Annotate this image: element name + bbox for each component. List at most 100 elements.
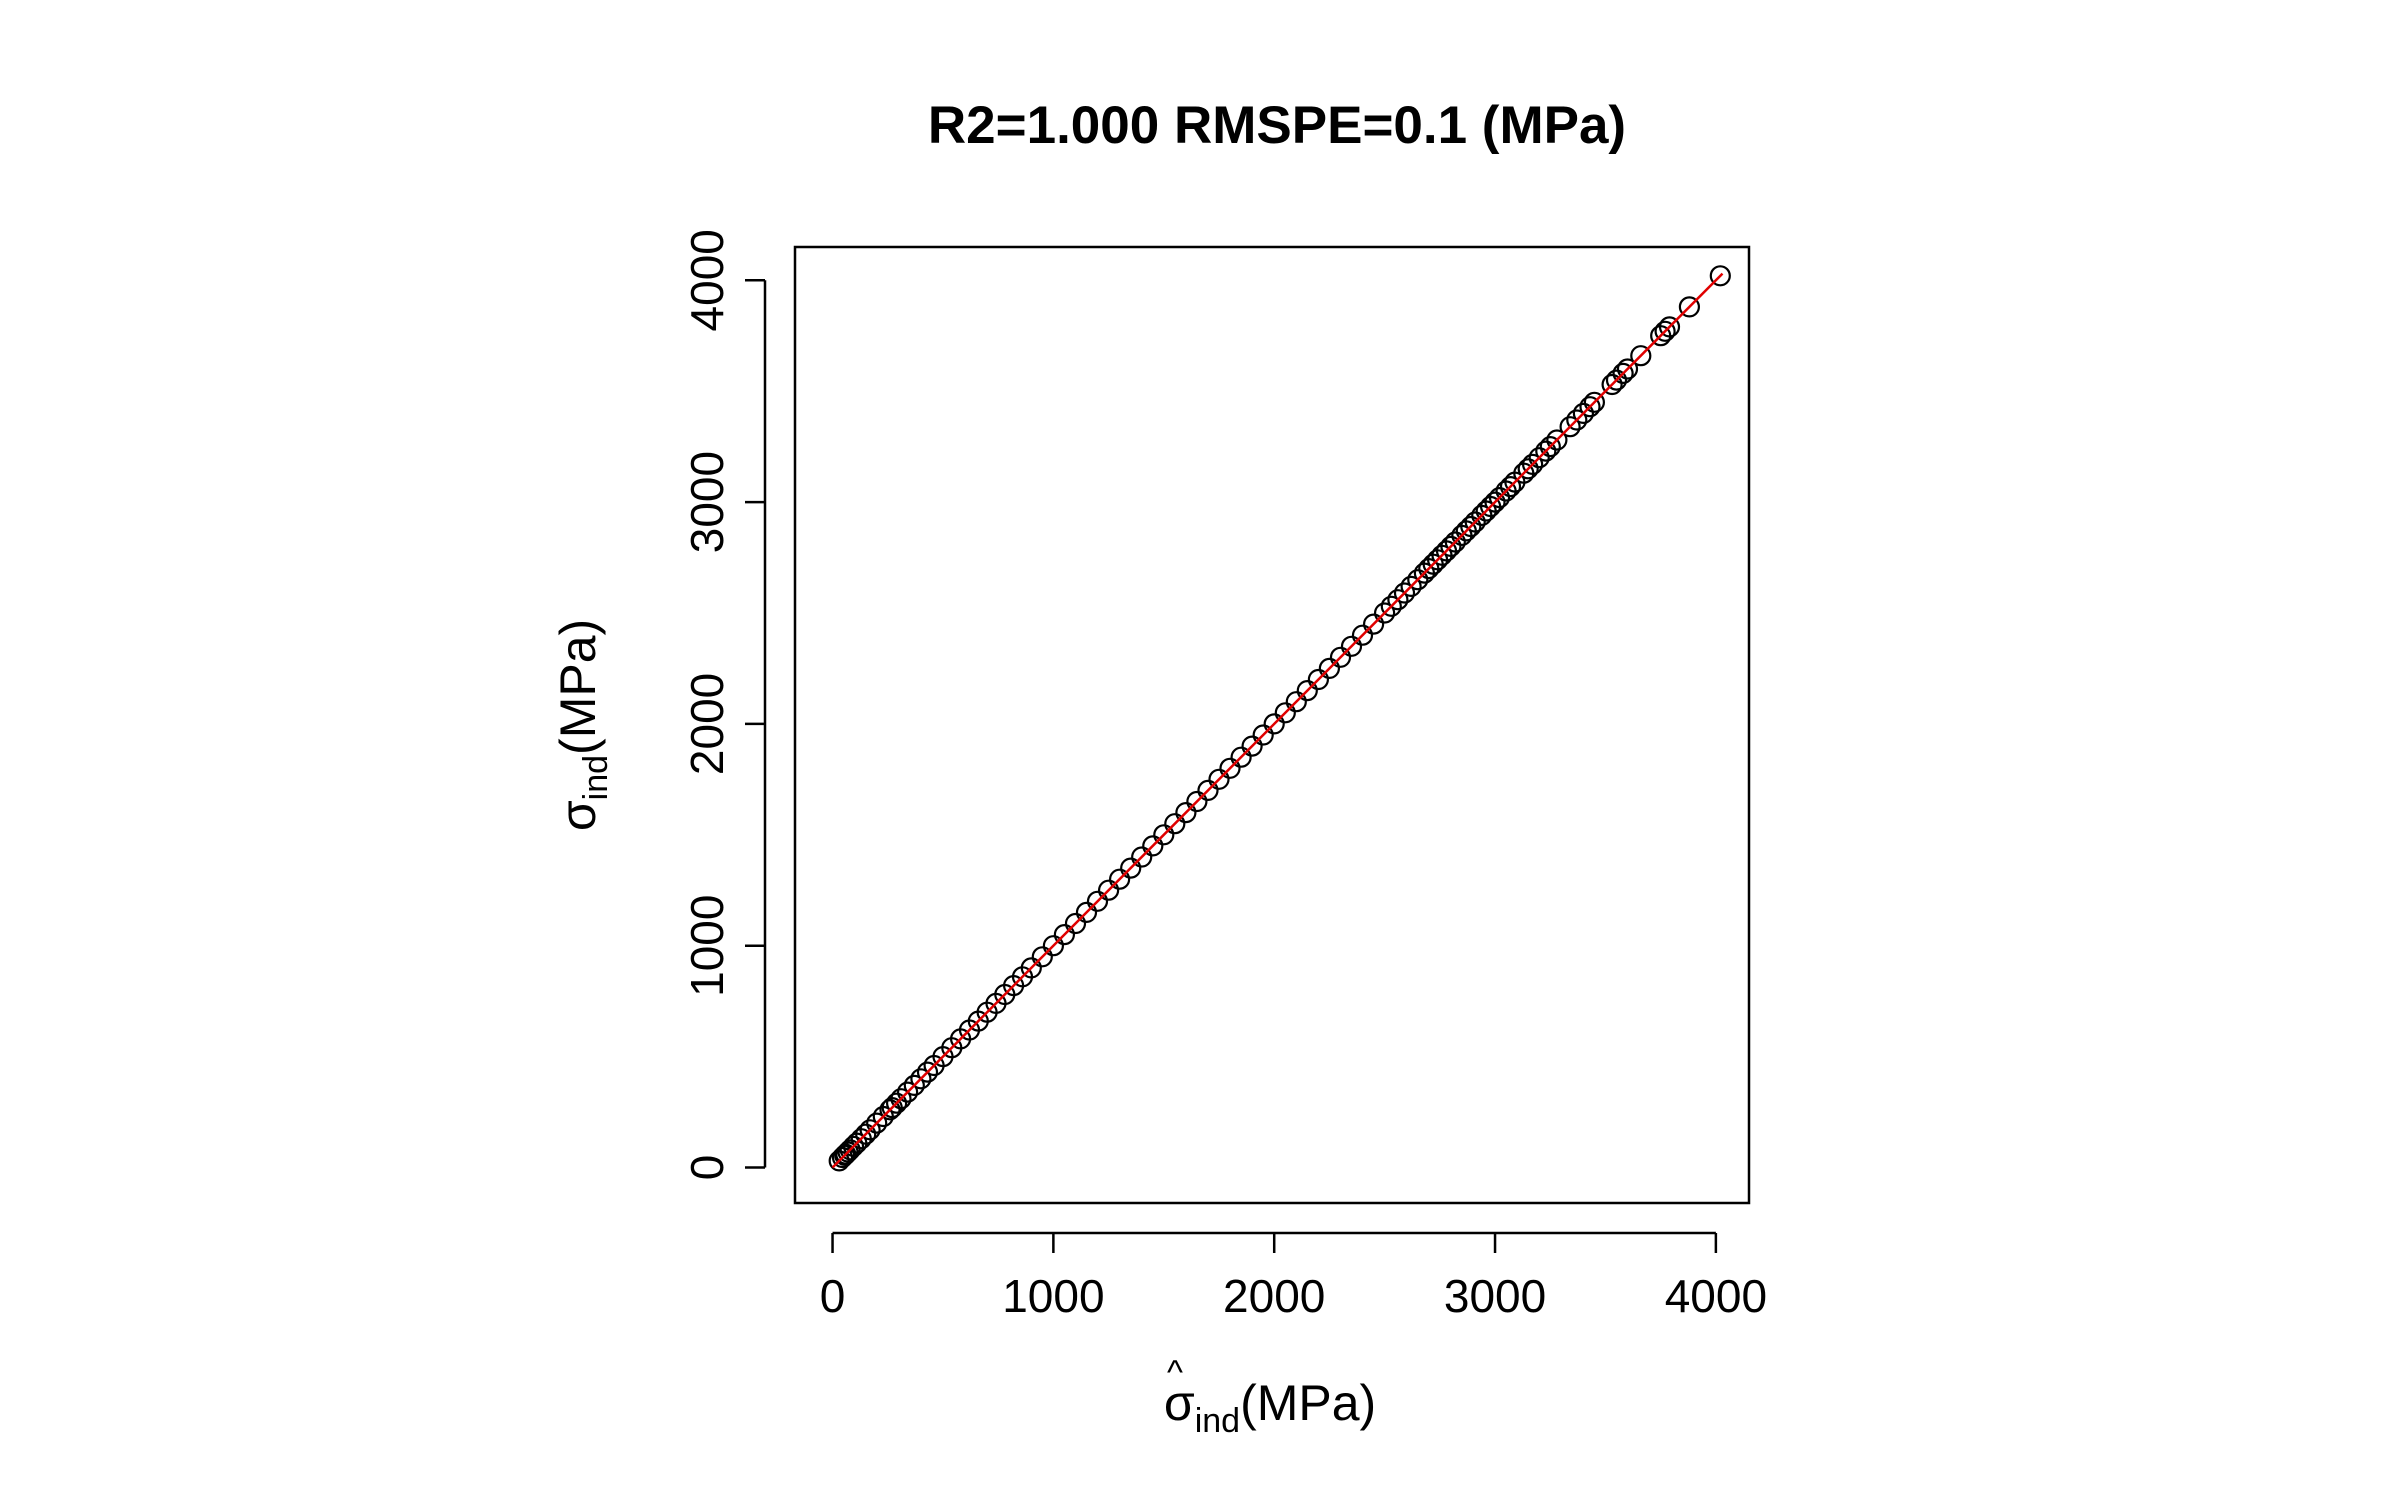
data-point	[859, 1119, 881, 1141]
data-point	[1579, 396, 1601, 418]
data-point	[1241, 735, 1263, 757]
data-point	[1709, 265, 1731, 287]
data-point	[1572, 402, 1595, 424]
data-point	[1064, 912, 1087, 935]
data-point	[879, 1099, 901, 1121]
data-point	[1175, 801, 1197, 824]
data-point	[1108, 868, 1131, 890]
x-tick-label: 0	[820, 1270, 846, 1322]
data-point	[1131, 846, 1153, 868]
data-point	[1517, 458, 1539, 480]
data-point	[1075, 901, 1098, 924]
reference-line-layer	[831, 272, 1724, 1169]
data-point	[1097, 879, 1120, 901]
data-point	[916, 1061, 939, 1083]
data-point	[1464, 511, 1486, 533]
x-tick-label: 2000	[1223, 1270, 1325, 1322]
data-point	[1053, 923, 1076, 946]
data-point	[1197, 779, 1219, 802]
x-axis-label-hat: ^	[1167, 1354, 1183, 1392]
data-point	[1164, 813, 1186, 835]
data-point	[1373, 602, 1396, 624]
x-axis-label-text: σind(MPa)	[1164, 1375, 1376, 1440]
data-point	[1616, 358, 1639, 380]
y-tick-label: 4000	[681, 229, 733, 331]
y-axis: 0 1000 2000 3000 4000	[681, 229, 767, 1181]
data-point	[855, 1123, 877, 1145]
data-point	[1601, 373, 1623, 396]
data-point	[1605, 369, 1628, 391]
y-tick-label: 0	[681, 1155, 733, 1181]
data-point	[1086, 890, 1109, 912]
data-point	[1153, 824, 1175, 846]
data-point	[1566, 409, 1588, 431]
data-point	[1612, 362, 1634, 384]
data-point	[1539, 436, 1561, 458]
data-point	[1296, 679, 1318, 702]
data-point	[1274, 702, 1296, 724]
data-point	[1546, 429, 1568, 451]
data-point	[1535, 440, 1557, 462]
data-point	[835, 1143, 857, 1165]
data-point	[1380, 595, 1402, 617]
data-point	[1252, 724, 1274, 746]
data-point	[1142, 835, 1164, 857]
data-point	[1031, 946, 1053, 968]
data-point	[1658, 316, 1681, 338]
data-point	[1521, 453, 1544, 475]
x-tick-label: 1000	[1002, 1270, 1104, 1322]
data-point	[1630, 345, 1652, 367]
data-point	[1362, 613, 1385, 635]
data-point	[1042, 935, 1065, 957]
data-point	[1230, 746, 1252, 768]
data-point	[831, 1146, 854, 1169]
data-point	[842, 1135, 865, 1158]
data-point	[839, 1139, 861, 1161]
data-point	[1499, 476, 1522, 498]
data-point	[903, 1074, 925, 1097]
data-point	[1120, 857, 1142, 879]
y-tick-label: 1000	[681, 895, 733, 997]
data-point	[1263, 713, 1285, 735]
x-axis-label-unit: (MPa)	[1240, 1375, 1376, 1431]
data-point	[1407, 569, 1429, 591]
y-axis-label-subscript: ind	[577, 755, 615, 800]
data-point	[910, 1068, 932, 1090]
chart-title: R2=1.000 RMSPE=0.1 (MPa)	[928, 96, 1626, 155]
x-axis-label-symbol: σ	[1164, 1375, 1195, 1431]
x-tick-label: 4000	[1665, 1270, 1767, 1322]
reference-line	[831, 272, 1724, 1169]
x-axis-label-subscript: ind	[1195, 1402, 1240, 1440]
data-point	[1393, 582, 1416, 604]
data-point	[1488, 487, 1511, 509]
data-point	[1400, 575, 1422, 598]
data-point	[1440, 535, 1462, 558]
data-point	[1654, 320, 1676, 342]
data-point	[1678, 296, 1701, 318]
data-point	[890, 1088, 912, 1110]
y-axis-label: σind(MPa)	[550, 619, 615, 831]
y-tick-label: 2000	[681, 673, 733, 775]
data-point	[1484, 491, 1506, 513]
data-point	[1208, 768, 1230, 790]
x-tick-label: 3000	[1444, 1270, 1546, 1322]
data-points-layer	[828, 265, 1731, 1172]
data-point	[1351, 624, 1374, 646]
data-point	[1285, 691, 1307, 713]
data-point	[1340, 635, 1363, 657]
data-point	[1318, 657, 1341, 680]
data-point	[1460, 515, 1482, 538]
data-point	[1583, 391, 1606, 413]
data-point	[1219, 757, 1241, 779]
data-point	[1020, 957, 1042, 979]
plot-frame	[793, 245, 1751, 1205]
data-point	[1307, 668, 1330, 691]
data-point	[1186, 790, 1208, 813]
data-point	[1444, 531, 1466, 553]
x-axis: 0 1000 2000 3000 4000	[820, 1231, 1767, 1322]
y-axis-label-unit: (MPa)	[550, 619, 606, 755]
data-point	[1528, 447, 1550, 469]
y-tick-label: 3000	[681, 451, 733, 553]
